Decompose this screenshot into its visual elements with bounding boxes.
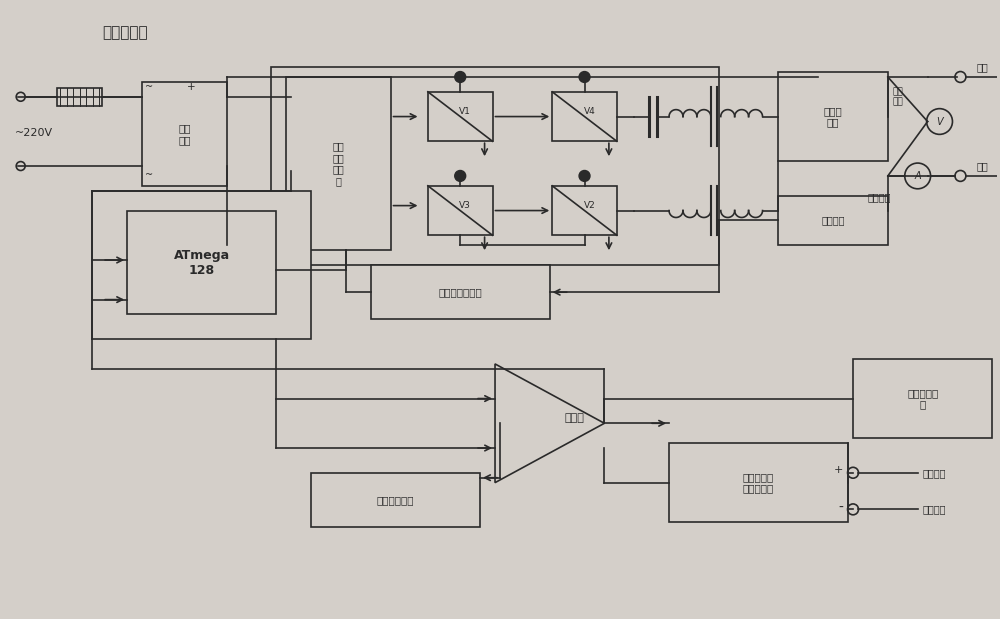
Circle shape <box>579 72 590 82</box>
Text: V1: V1 <box>459 107 471 116</box>
Circle shape <box>455 72 466 82</box>
Text: 阴极: 阴极 <box>976 161 988 171</box>
FancyBboxPatch shape <box>552 186 617 235</box>
Text: ~: ~ <box>145 170 153 180</box>
FancyBboxPatch shape <box>428 92 493 141</box>
Text: ~220V: ~220V <box>15 128 53 139</box>
FancyBboxPatch shape <box>127 210 276 314</box>
FancyBboxPatch shape <box>778 72 888 161</box>
FancyBboxPatch shape <box>92 191 311 339</box>
FancyBboxPatch shape <box>271 67 719 265</box>
Text: V: V <box>936 116 943 126</box>
FancyBboxPatch shape <box>853 359 992 438</box>
Text: 输出电流: 输出电流 <box>868 193 891 202</box>
FancyBboxPatch shape <box>428 186 493 235</box>
FancyBboxPatch shape <box>778 196 888 245</box>
Text: 基准电位设
定: 基准电位设 定 <box>907 387 938 409</box>
Text: 阻抗变化及
抗干扰网络: 阻抗变化及 抗干扰网络 <box>743 472 774 493</box>
Text: +: + <box>187 82 195 92</box>
Text: ~: ~ <box>145 82 153 92</box>
Text: 比较器: 比较器 <box>565 413 585 423</box>
Circle shape <box>455 170 466 181</box>
Text: V4: V4 <box>584 107 595 116</box>
FancyBboxPatch shape <box>552 92 617 141</box>
Text: -: - <box>838 500 843 514</box>
Text: V2: V2 <box>584 201 595 210</box>
Text: 电流取样: 电流取样 <box>821 215 845 225</box>
Text: 输入熔断器: 输入熔断器 <box>102 25 148 40</box>
FancyBboxPatch shape <box>142 82 227 186</box>
Text: +: + <box>834 465 843 475</box>
Text: 故障判断单元: 故障判断单元 <box>377 495 414 505</box>
Text: 移位
脉宽
调制
器: 移位 脉宽 调制 器 <box>333 141 344 186</box>
Text: 阳极: 阳极 <box>976 62 988 72</box>
FancyBboxPatch shape <box>57 88 102 106</box>
Text: 输出
电压: 输出 电压 <box>893 87 904 106</box>
Circle shape <box>579 170 590 181</box>
Text: 过电流保护单元: 过电流保护单元 <box>438 287 482 297</box>
Text: 参比电位: 参比电位 <box>923 504 946 514</box>
FancyBboxPatch shape <box>669 443 848 522</box>
Text: A: A <box>914 171 921 181</box>
FancyBboxPatch shape <box>286 77 391 250</box>
Text: V3: V3 <box>459 201 471 210</box>
FancyBboxPatch shape <box>371 265 550 319</box>
Text: 参比电位: 参比电位 <box>923 468 946 478</box>
Text: ATmega
128: ATmega 128 <box>174 248 230 277</box>
Text: 电源
单元: 电源 单元 <box>178 123 191 145</box>
Text: 整流滤
波器: 整流滤 波器 <box>824 106 843 128</box>
FancyBboxPatch shape <box>311 473 480 527</box>
